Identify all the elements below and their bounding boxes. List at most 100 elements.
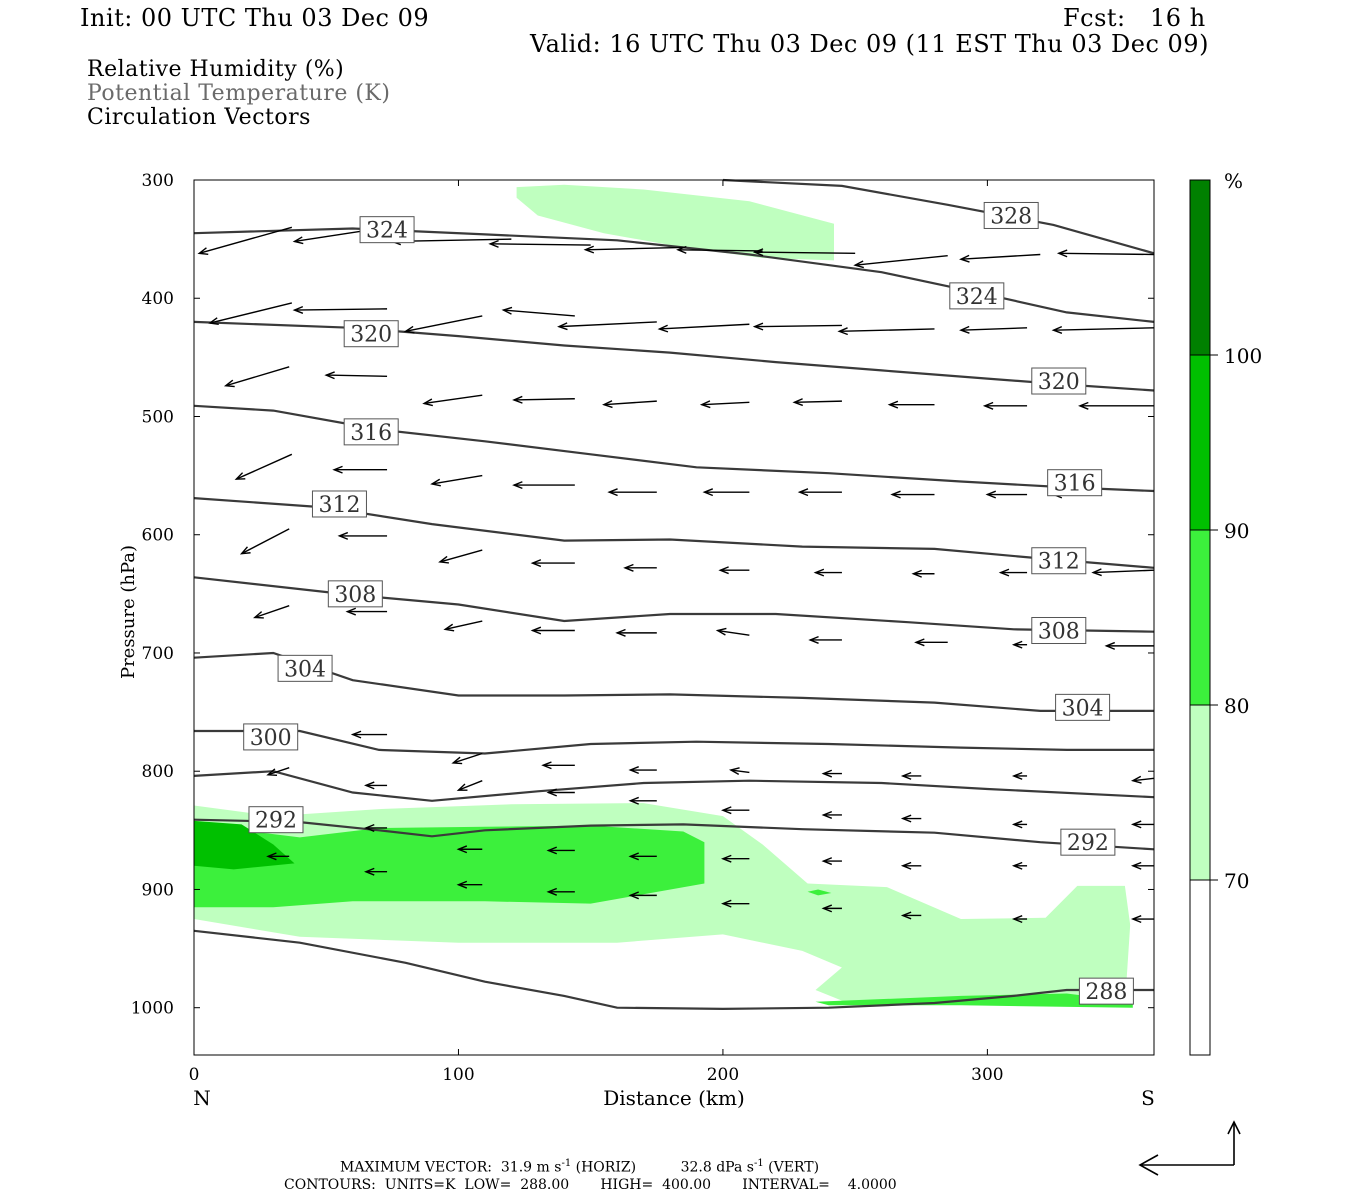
vector-head (430, 478, 441, 487)
vector-shaft (730, 769, 750, 774)
vector-head (266, 768, 278, 776)
contour-label: 308 (334, 583, 376, 608)
circulation-vector (959, 325, 1028, 334)
max-horiz-value: 31.9 m s (500, 1159, 562, 1176)
circulation-vector (1011, 640, 1028, 649)
circulation-vector (364, 781, 388, 790)
vector-head (821, 904, 833, 913)
contour-label: 292 (1067, 831, 1109, 856)
contour-label-box (1031, 617, 1087, 645)
vector-head (985, 490, 997, 499)
vector-head (657, 324, 669, 333)
circulation-vector (530, 559, 575, 568)
circulation-vector (197, 226, 293, 255)
circulation-vector (1011, 820, 1028, 829)
x-tick-label: 300 (971, 1065, 1003, 1085)
circulation-vector (456, 845, 483, 854)
circulation-vector (350, 730, 388, 739)
circulation-vector (456, 780, 483, 791)
vector-head (451, 756, 463, 765)
circulation-vector (792, 398, 842, 407)
vector-head (628, 852, 639, 861)
vector-head (422, 398, 433, 407)
circulation-vector (959, 253, 1041, 263)
vector-head (364, 823, 375, 832)
circulation-vector (422, 394, 483, 407)
vector-head (1130, 820, 1142, 829)
contour-label-box (277, 654, 333, 682)
colorbar-segment (1190, 355, 1210, 530)
vector-shaft (855, 254, 948, 266)
circulation-vector (266, 852, 290, 861)
circulation-vector (900, 771, 922, 780)
circulation-vector (583, 245, 684, 254)
contour-label: 300 (250, 726, 292, 751)
theta-contour-320 (193, 320, 1155, 392)
contour-label: 316 (1054, 472, 1096, 497)
vector-shaft (754, 324, 842, 328)
vector-head (332, 465, 343, 474)
vector-head (959, 325, 970, 334)
circulation-vector (364, 823, 388, 832)
circulation-vector (1011, 915, 1028, 924)
contour-label-box (248, 806, 304, 834)
rh-region-80-90-2 (194, 824, 705, 908)
circulation-vector (607, 488, 657, 497)
contour-label-layer: 328 324 324 320 320 316 316 312 312 308 308 304 304 3… (243, 201, 1134, 1005)
circulation-vector (728, 767, 750, 776)
circulation-vector (721, 899, 750, 908)
circulation-vector (1130, 915, 1154, 924)
vector-shaft (225, 366, 290, 387)
circulation-vector (530, 626, 575, 635)
vector-head (438, 555, 449, 564)
vector-head (821, 857, 833, 866)
circulation-vector (721, 854, 750, 863)
vector-shaft (490, 243, 591, 246)
vector-head (615, 628, 626, 637)
vector-shaft (513, 398, 575, 401)
vector-shaft (458, 780, 483, 791)
colorbar-level-label: 100 (1224, 344, 1262, 368)
vector-shaft (326, 374, 388, 377)
contour-label: 288 (1085, 980, 1127, 1005)
circulation-vector (403, 315, 483, 334)
rh-region-70-80-1 (516, 184, 834, 261)
circulation-vector (900, 911, 922, 920)
vector-shaft (236, 453, 293, 480)
circulation-vector (628, 852, 657, 861)
contour-label-box (1060, 828, 1116, 856)
circulation-vector (512, 395, 575, 404)
vector-head (628, 766, 639, 775)
circulation-vector (1011, 771, 1028, 780)
vector-head (821, 769, 833, 778)
vector-shaft (267, 767, 290, 776)
vector-head (488, 239, 499, 248)
circulation-vector (512, 481, 575, 490)
vector-head (813, 568, 825, 577)
circulation-vector (1130, 861, 1154, 870)
circulation-vector (443, 620, 483, 632)
vector-head (1078, 401, 1089, 410)
circulation-vector (1078, 401, 1154, 410)
contour-label: 304 (1062, 696, 1104, 721)
vector-head (239, 546, 251, 555)
vector-head (911, 569, 922, 578)
y-tick-label: 400 (142, 289, 174, 309)
vector-head (998, 568, 1010, 577)
vector-head (900, 814, 912, 823)
circulation-vector (1011, 861, 1028, 870)
circulation-vector (911, 569, 935, 578)
vector-head (1130, 775, 1142, 784)
circulation-vector (292, 305, 388, 314)
vector-head (1130, 915, 1142, 924)
circulation-vector (546, 788, 575, 797)
vector-shaft (439, 549, 483, 563)
vector-head (628, 891, 639, 900)
vector-head (797, 488, 809, 497)
legend-vectors: Circulation Vectors (87, 105, 311, 130)
circulation-vector (501, 306, 575, 317)
vector-head (364, 867, 375, 876)
vector-head (718, 566, 729, 575)
vector-head (345, 607, 357, 616)
